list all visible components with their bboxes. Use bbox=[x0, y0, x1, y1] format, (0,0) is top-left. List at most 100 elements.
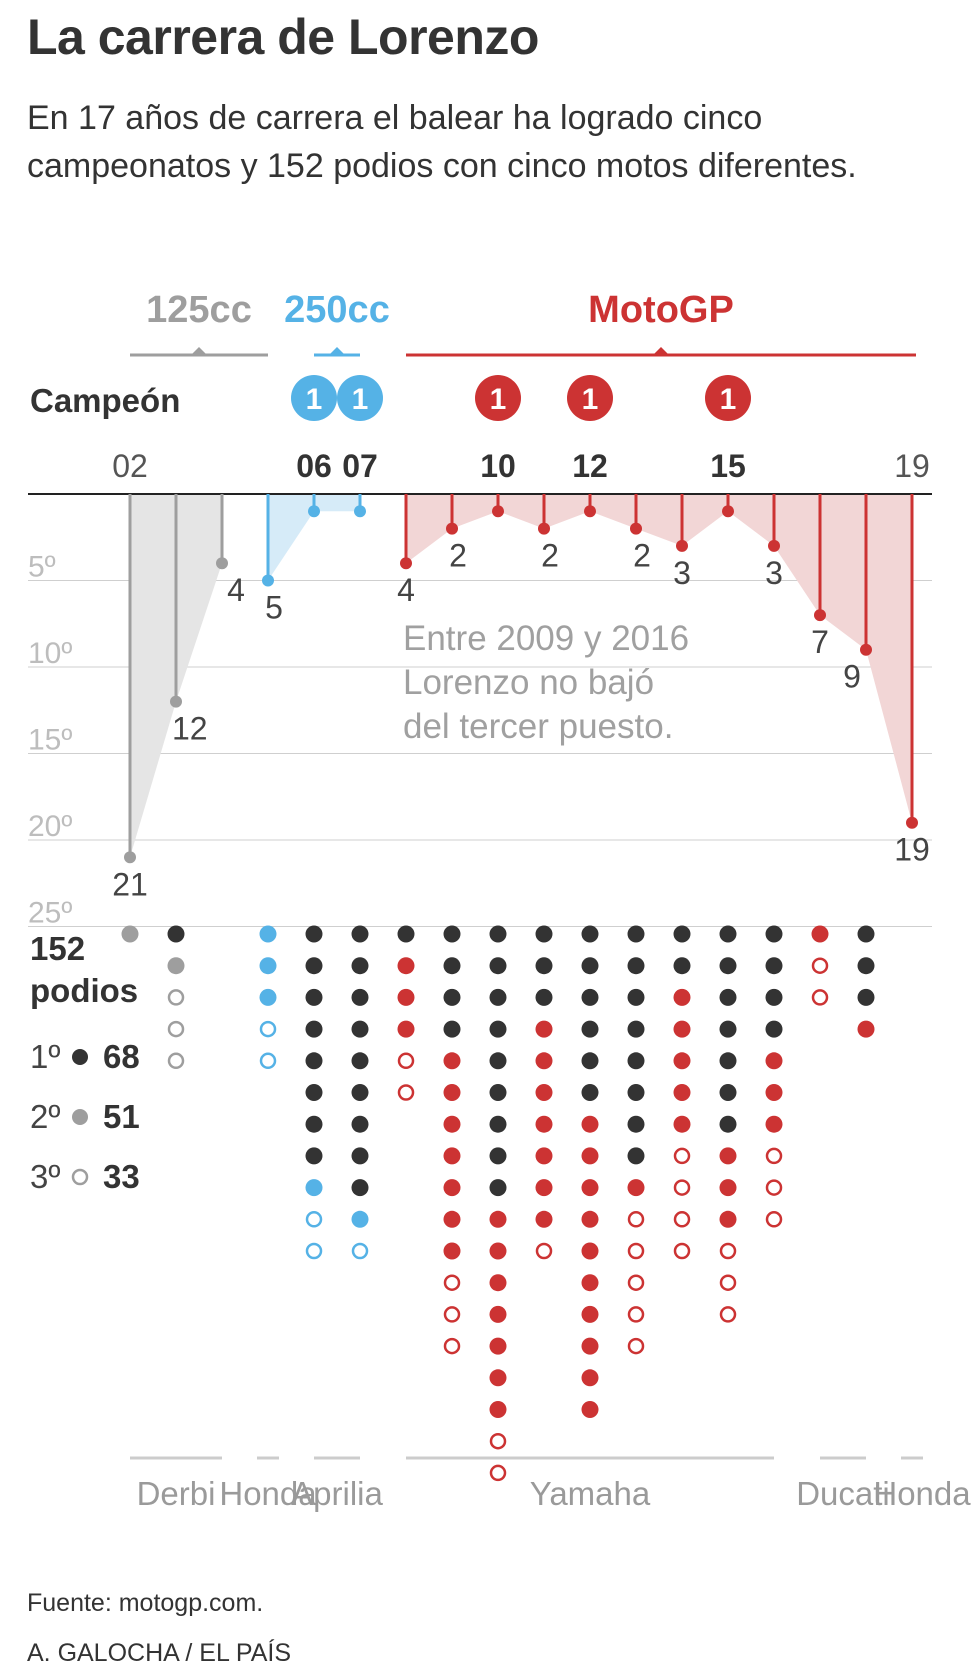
credit-note: A. GALOCHA / EL PAÍS bbox=[27, 1639, 291, 1667]
bike-label-aprilia: Aprilia bbox=[291, 1475, 383, 1512]
season-point bbox=[124, 851, 136, 864]
podium-dot-third bbox=[351, 1242, 369, 1260]
podium-dot-third bbox=[443, 1306, 461, 1323]
podium-dot-third bbox=[535, 1242, 553, 1260]
podium-dot-third bbox=[443, 1274, 461, 1291]
podium-dot-first bbox=[305, 1115, 323, 1133]
y-tick-label: 15º bbox=[28, 724, 72, 757]
podium-dot-first bbox=[489, 1020, 507, 1038]
podium-dot-first bbox=[351, 1020, 369, 1038]
podium-legend-count: 51 bbox=[103, 1098, 140, 1135]
podium-dot-first bbox=[305, 925, 323, 943]
category-label-125cc: 125cc bbox=[146, 289, 252, 331]
season-point bbox=[584, 505, 596, 518]
podium-dot-first bbox=[581, 1084, 599, 1101]
podium-dot-first bbox=[351, 957, 369, 975]
category-bracket-pointer bbox=[329, 347, 345, 355]
champion-badge-number: 1 bbox=[490, 383, 507, 416]
podium-dot-first bbox=[305, 1020, 323, 1038]
podium-dot-third bbox=[627, 1242, 645, 1260]
podium-dot-second bbox=[719, 1147, 737, 1165]
podium-dot-second bbox=[443, 1115, 461, 1133]
podium-dot-second bbox=[443, 1147, 461, 1165]
podium-dot-second bbox=[581, 1305, 599, 1323]
podium-dot-second bbox=[765, 1084, 783, 1101]
podium-dot-second bbox=[443, 1210, 461, 1228]
podium-dot-third bbox=[673, 1179, 691, 1196]
podium-dot-second bbox=[351, 1210, 369, 1228]
season-value-label: 21 bbox=[112, 866, 148, 902]
season-value-label: 3 bbox=[673, 555, 691, 591]
podium-dot-second bbox=[673, 1115, 691, 1133]
podium-dot-first bbox=[627, 1052, 645, 1070]
podium-dot-second bbox=[443, 1052, 461, 1070]
podium-legend-count: 68 bbox=[103, 1038, 140, 1075]
podium-dot-first bbox=[719, 988, 737, 1006]
podium-dot-first bbox=[443, 925, 461, 943]
podium-dot-first bbox=[489, 1147, 507, 1165]
podium-dot-first bbox=[673, 925, 691, 943]
season-point bbox=[768, 539, 780, 552]
podium-dot-first bbox=[627, 925, 645, 943]
podium-dot-first bbox=[581, 957, 599, 975]
podium-dot-second bbox=[535, 1179, 553, 1197]
podium-dot-third bbox=[397, 1052, 415, 1070]
chart-subtitle: En 17 años de carrera el balear ha logra… bbox=[27, 99, 857, 185]
season-point bbox=[722, 505, 734, 518]
category-bracket-pointer bbox=[191, 347, 207, 355]
podium-dot-second bbox=[627, 1179, 645, 1197]
area-250cc bbox=[268, 494, 360, 581]
podium-dot-second bbox=[397, 988, 415, 1006]
podium-dot-second bbox=[673, 988, 691, 1006]
podium-dot-first bbox=[489, 957, 507, 975]
season-value-label: 4 bbox=[227, 572, 245, 608]
season-point bbox=[170, 695, 182, 708]
source-note: Fuente: motogp.com. bbox=[27, 1589, 264, 1617]
category-label-motogp: MotoGP bbox=[588, 289, 734, 331]
year-tick-label: 12 bbox=[572, 448, 608, 484]
year-tick-label: 02 bbox=[112, 448, 148, 484]
podium-dot-second bbox=[581, 1210, 599, 1228]
annotation-line: del tercer puesto. bbox=[403, 707, 673, 746]
podium-legend-count: 33 bbox=[103, 1158, 140, 1195]
podium-dot-first bbox=[857, 988, 875, 1006]
season-point bbox=[216, 557, 228, 570]
podium-dot-first bbox=[627, 1147, 645, 1165]
y-tick-label: 20º bbox=[28, 810, 72, 843]
podium-dot-first bbox=[305, 1052, 323, 1070]
champion-badge-number: 1 bbox=[352, 383, 369, 416]
podium-dot-first bbox=[351, 1052, 369, 1070]
podium-dot-second bbox=[121, 925, 139, 943]
podium-dot-first bbox=[857, 957, 875, 975]
champion-badge-number: 1 bbox=[720, 383, 737, 416]
podium-legend-position: 2º bbox=[30, 1098, 60, 1135]
podium-dot-second bbox=[581, 1147, 599, 1165]
podium-dot-third bbox=[765, 1211, 783, 1228]
podium-dot-first bbox=[351, 925, 369, 943]
podium-dot-first bbox=[765, 988, 783, 1006]
y-tick-label: 10º bbox=[28, 637, 72, 670]
podium-legend-dot-second bbox=[72, 1109, 88, 1125]
podium-dot-first bbox=[305, 957, 323, 975]
season-point bbox=[308, 505, 320, 518]
podium-dot-third bbox=[167, 1052, 185, 1070]
podium-dot-third bbox=[305, 1242, 323, 1260]
podium-dot-first bbox=[489, 925, 507, 943]
podium-dot-third bbox=[673, 1211, 691, 1228]
podium-dot-first bbox=[305, 1084, 323, 1101]
podium-dot-third bbox=[765, 1147, 783, 1165]
podium-dot-second bbox=[581, 1115, 599, 1133]
podium-dot-second bbox=[857, 1020, 875, 1038]
podium-dot-third bbox=[719, 1306, 737, 1323]
year-tick-label: 19 bbox=[894, 448, 930, 484]
season-value-label: 19 bbox=[894, 832, 930, 868]
footnotes: Fuente: motogp.com. A. GALOCHA / EL PAÍS bbox=[27, 1578, 291, 1678]
podium-dot-second bbox=[489, 1210, 507, 1228]
podium-dot-third bbox=[765, 1179, 783, 1196]
season-point bbox=[354, 505, 366, 518]
bike-label-yamaha: Yamaha bbox=[530, 1475, 651, 1512]
area-motogp bbox=[406, 494, 912, 823]
podium-dot-first bbox=[765, 1020, 783, 1038]
podium-total-label: podios bbox=[30, 972, 138, 1009]
